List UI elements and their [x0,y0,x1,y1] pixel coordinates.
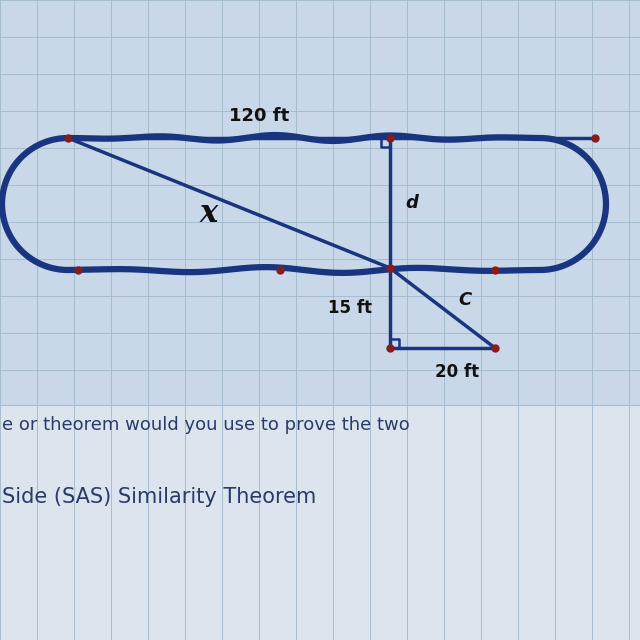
Bar [0,0,640,405]
Text: x: x [200,198,218,228]
Text: Side (SAS) Similarity Theorem: Side (SAS) Similarity Theorem [2,487,316,507]
Bar [0,405,640,640]
Text: 15 ft: 15 ft [328,299,372,317]
Text: C: C [458,291,471,309]
Text: 120 ft: 120 ft [229,107,289,125]
Text: 20 ft: 20 ft [435,363,479,381]
Text: d: d [406,194,419,212]
Text: e or theorem would you use to prove the two: e or theorem would you use to prove the … [2,416,410,434]
